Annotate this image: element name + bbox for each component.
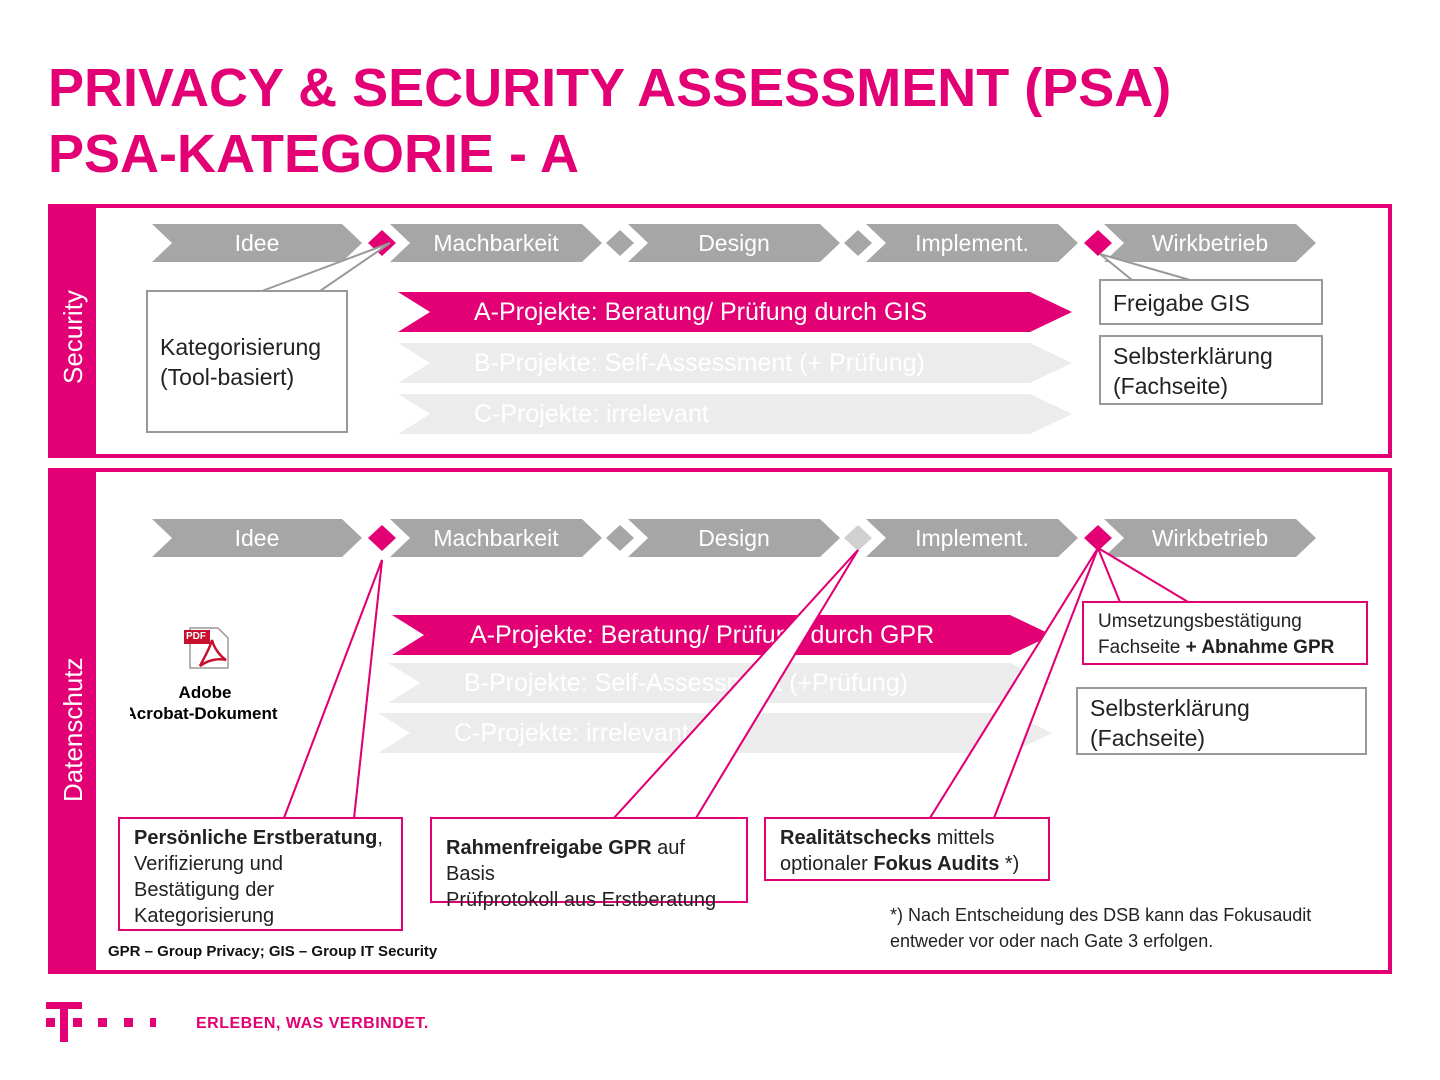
phase-chevron <box>1104 224 1316 262</box>
datenschutz-side-label: Datenschutz <box>58 657 88 802</box>
umsetzungsbestaetigung-box: Umsetzungsbestätigung Fachseite + Abnahm… <box>1082 601 1368 665</box>
tagline: ERLEBEN, WAS VERBINDET. <box>196 1015 429 1032</box>
phase-label-machbarkeit: Machbarkeit <box>433 525 559 551</box>
rahmenfreigabe-box: Rahmenfreigabe GPR auf Basis Prüfprotoko… <box>430 817 748 911</box>
pdf-icon-graphic <box>184 627 229 669</box>
phase-label-implement: Implement. <box>915 525 1029 551</box>
gate-diamond <box>368 525 396 551</box>
c-projekte-arrow <box>398 394 1072 434</box>
footnote-line1: *) Nach Entscheidung des DSB kann das Fo… <box>890 905 1312 925</box>
realitaet-fokus: Fokus Audits <box>873 853 1000 875</box>
selbsterklaerung-line1: Selbsterklärung <box>1090 695 1250 721</box>
kategorisierung-box: Kategorisierung (Tool-basiert) <box>146 290 348 433</box>
realitaet-line1: Realitätschecks mittels <box>780 825 1034 851</box>
gate-diamond <box>1084 525 1112 551</box>
selbsterklaerung-line1: Selbsterklärung <box>1113 343 1273 369</box>
abbreviation-legend: GPR – Group Privacy; GIS – Group IT Secu… <box>108 943 438 960</box>
umsetzung-line1: Umsetzungsbestätigung <box>1098 611 1302 632</box>
rahmen-line2: Prüfprotokoll aus Erstberatung <box>446 889 717 911</box>
gate-diamond <box>606 230 634 256</box>
realitaet-rest: mittels <box>931 827 995 849</box>
footnote: *) Nach Entscheidung des DSB kann das Fo… <box>890 902 1311 954</box>
gate-diamond <box>844 230 872 256</box>
selbsterklaerung-line2: (Fachseite) <box>1090 725 1206 751</box>
pdf-caption-line1: Adobe <box>178 683 232 702</box>
rahmen-bold: Rahmenfreigabe GPR <box>446 837 652 859</box>
security-c-projekte-label: C-Projekte: irrelevant <box>474 400 709 428</box>
pdf-file-icon[interactable]: PDF <box>184 626 230 670</box>
datenschutz-sidebar <box>48 468 96 974</box>
umsetzung-fachseite: Fachseite <box>1098 637 1186 658</box>
phase-label-idee: Idee <box>234 525 280 551</box>
phase-chevron <box>628 519 840 557</box>
footnote-line2: entweder vor oder nach Gate 3 erfolgen. <box>890 931 1214 951</box>
a-projekte-arrow <box>398 292 1072 332</box>
security-selbsterklaerung-box: Selbsterklärung (Fachseite) <box>1099 335 1323 405</box>
gate-diamond <box>606 525 634 551</box>
gate-diamond <box>844 525 872 551</box>
phase-label-design: Design <box>698 525 770 551</box>
kategorisierung-line2: (Tool-basiert) <box>160 364 295 390</box>
datenschutz-selbsterklaerung-box: Selbsterklärung (Fachseite) <box>1076 687 1367 755</box>
security-sidebar <box>48 204 96 458</box>
rahmen-rest: auf Basis <box>446 837 685 885</box>
erstberatung-box: Persönliche Erstberatung, Verifizierung … <box>118 817 403 931</box>
phase-chevron <box>866 224 1078 262</box>
kategorisierung-line1: Kategorisierung <box>160 334 322 360</box>
security-phase-chevrons <box>152 224 1316 262</box>
datenschutz-c-projekte-label: C-Projekte: irrelevant <box>454 719 689 747</box>
erstberatung-line4: Kategorisierung <box>134 905 275 927</box>
selbsterklaerung-line2: (Fachseite) <box>1113 373 1229 399</box>
realitaet-star: *) <box>999 853 1020 875</box>
pdf-caption-line2: Acrobat-Dokument <box>130 704 278 723</box>
erstberatung-comma: , <box>377 827 383 849</box>
pdf-badge-text: PDF <box>186 631 206 642</box>
b-projekte-arrow <box>398 343 1072 383</box>
pdf-caption: Adobe Acrobat-Dokument <box>130 682 280 724</box>
phase-chevron <box>390 224 602 262</box>
security-b-projekte-label: B-Projekte: Self-Assessment (+ Prüfung) <box>474 349 925 377</box>
realitaet-line2: optionaler Fokus Audits *) <box>780 851 1034 877</box>
freigabe-gis-box: Freigabe GIS <box>1099 279 1323 325</box>
realitaet-bold: Realitätschecks <box>780 827 932 849</box>
security-a-projekte-label: A-Projekte: Beratung/ Prüfung durch GIS <box>474 298 928 326</box>
telekom-t-icon <box>46 1002 159 1042</box>
datenschutz-a-projekte-label: A-Projekte: Beratung/ Prüfung durch GPR <box>470 621 935 649</box>
erstberatung-line2: Verifizierung und <box>134 853 283 875</box>
erstberatung-line1: Persönliche Erstberatung, <box>134 825 387 851</box>
gate-diamond <box>1084 230 1112 256</box>
freigabe-gis-text: Freigabe GIS <box>1113 290 1250 316</box>
page-subtitle: PSA-KATEGORIE - A <box>48 124 580 184</box>
phase-chevron <box>628 224 840 262</box>
realitaet-optionaler: optionaler <box>780 853 874 875</box>
erstberatung-line3: Bestätigung der <box>134 879 275 901</box>
phase-chevron <box>152 519 362 557</box>
telekom-logo <box>46 1000 159 1046</box>
umsetzung-line2: Fachseite + Abnahme GPR <box>1098 635 1352 661</box>
rahmen-line1: Rahmenfreigabe GPR auf Basis <box>446 835 732 887</box>
realitaetschecks-box: Realitätschecks mittels optionaler Fokus… <box>764 817 1050 881</box>
umsetzung-abnahme: + Abnahme GPR <box>1185 637 1335 658</box>
datenschutz-b-projekte-label: B-Projekte: Self-Assessment (+Prüfung) <box>464 669 908 697</box>
phase-chevron <box>152 224 362 262</box>
erstberatung-bold: Persönliche Erstberatung <box>134 827 378 849</box>
phase-chevron <box>390 519 602 557</box>
page-title: PRIVACY & SECURITY ASSESSMENT (PSA) <box>48 58 1172 118</box>
phase-label-wirkbetrieb: Wirkbetrieb <box>1151 525 1269 551</box>
